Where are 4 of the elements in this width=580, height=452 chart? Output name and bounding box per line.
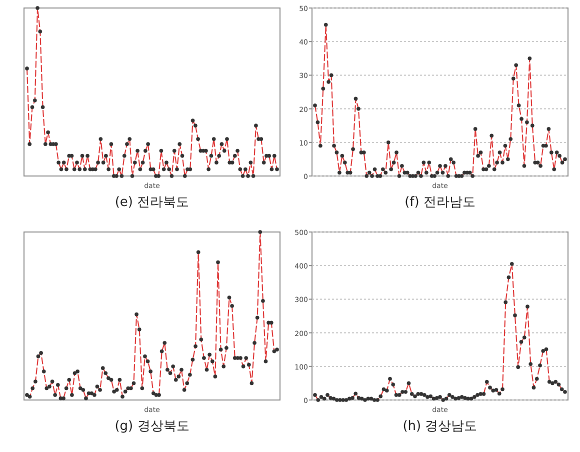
text: (h) 경상남도 [402, 419, 478, 434]
text: (g) 경상북도 [114, 419, 190, 434]
text: (e) 전라북도 [114, 195, 190, 210]
text: (f) 전라남도 [404, 195, 476, 210]
